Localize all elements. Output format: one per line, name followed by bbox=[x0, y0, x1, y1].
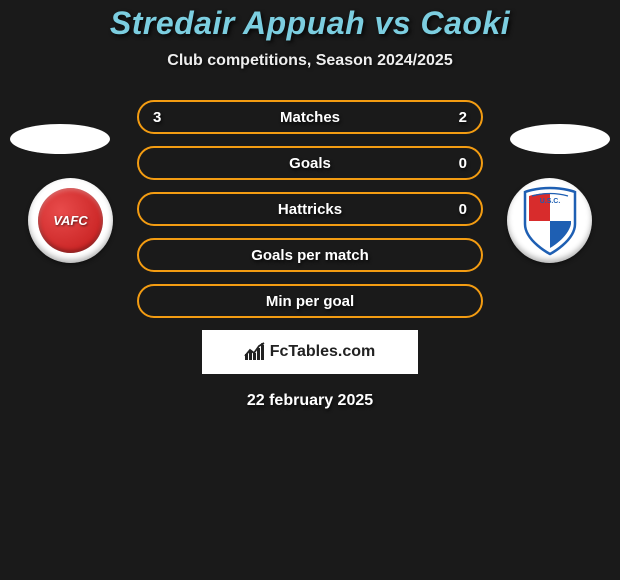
stat-label: Goals per match bbox=[251, 247, 369, 264]
comparison-title: Stredair Appuah vs Caoki bbox=[0, 5, 620, 42]
right-team-badge: U.S.C. bbox=[507, 178, 592, 263]
left-team-badge: VAFC bbox=[28, 178, 113, 263]
shield-icon: U.S.C. bbox=[520, 186, 580, 256]
left-team-badge-inner: VAFC bbox=[38, 188, 103, 253]
comparison-subtitle: Club competitions, Season 2024/2025 bbox=[0, 52, 620, 70]
stat-right-value: 0 bbox=[459, 155, 467, 172]
stat-row: Goals per match bbox=[137, 238, 483, 272]
stat-row: Hattricks 0 bbox=[137, 192, 483, 226]
stat-right-value: 2 bbox=[459, 109, 467, 126]
stat-row: 3 Matches 2 bbox=[137, 100, 483, 134]
stat-label: Matches bbox=[280, 109, 340, 126]
stats-list: 3 Matches 2 Goals 0 Hattricks 0 Goals pe… bbox=[137, 100, 483, 318]
right-team-badge-inner: U.S.C. bbox=[520, 186, 580, 256]
stat-label: Hattricks bbox=[278, 201, 342, 218]
stat-left-value: 3 bbox=[153, 109, 161, 126]
right-badge-text: U.S.C. bbox=[539, 198, 560, 205]
footer-brand-text: FcTables.com bbox=[270, 343, 376, 361]
chart-icon bbox=[245, 344, 266, 360]
stat-label: Min per goal bbox=[266, 293, 354, 310]
date-text: 22 february 2025 bbox=[0, 392, 620, 410]
footer-brand-box[interactable]: FcTables.com bbox=[202, 330, 418, 374]
right-ellipse-decoration bbox=[510, 124, 610, 154]
stat-label: Goals bbox=[289, 155, 331, 172]
left-ellipse-decoration bbox=[10, 124, 110, 154]
stat-row: Min per goal bbox=[137, 284, 483, 318]
stat-right-value: 0 bbox=[459, 201, 467, 218]
stat-row: Goals 0 bbox=[137, 146, 483, 180]
